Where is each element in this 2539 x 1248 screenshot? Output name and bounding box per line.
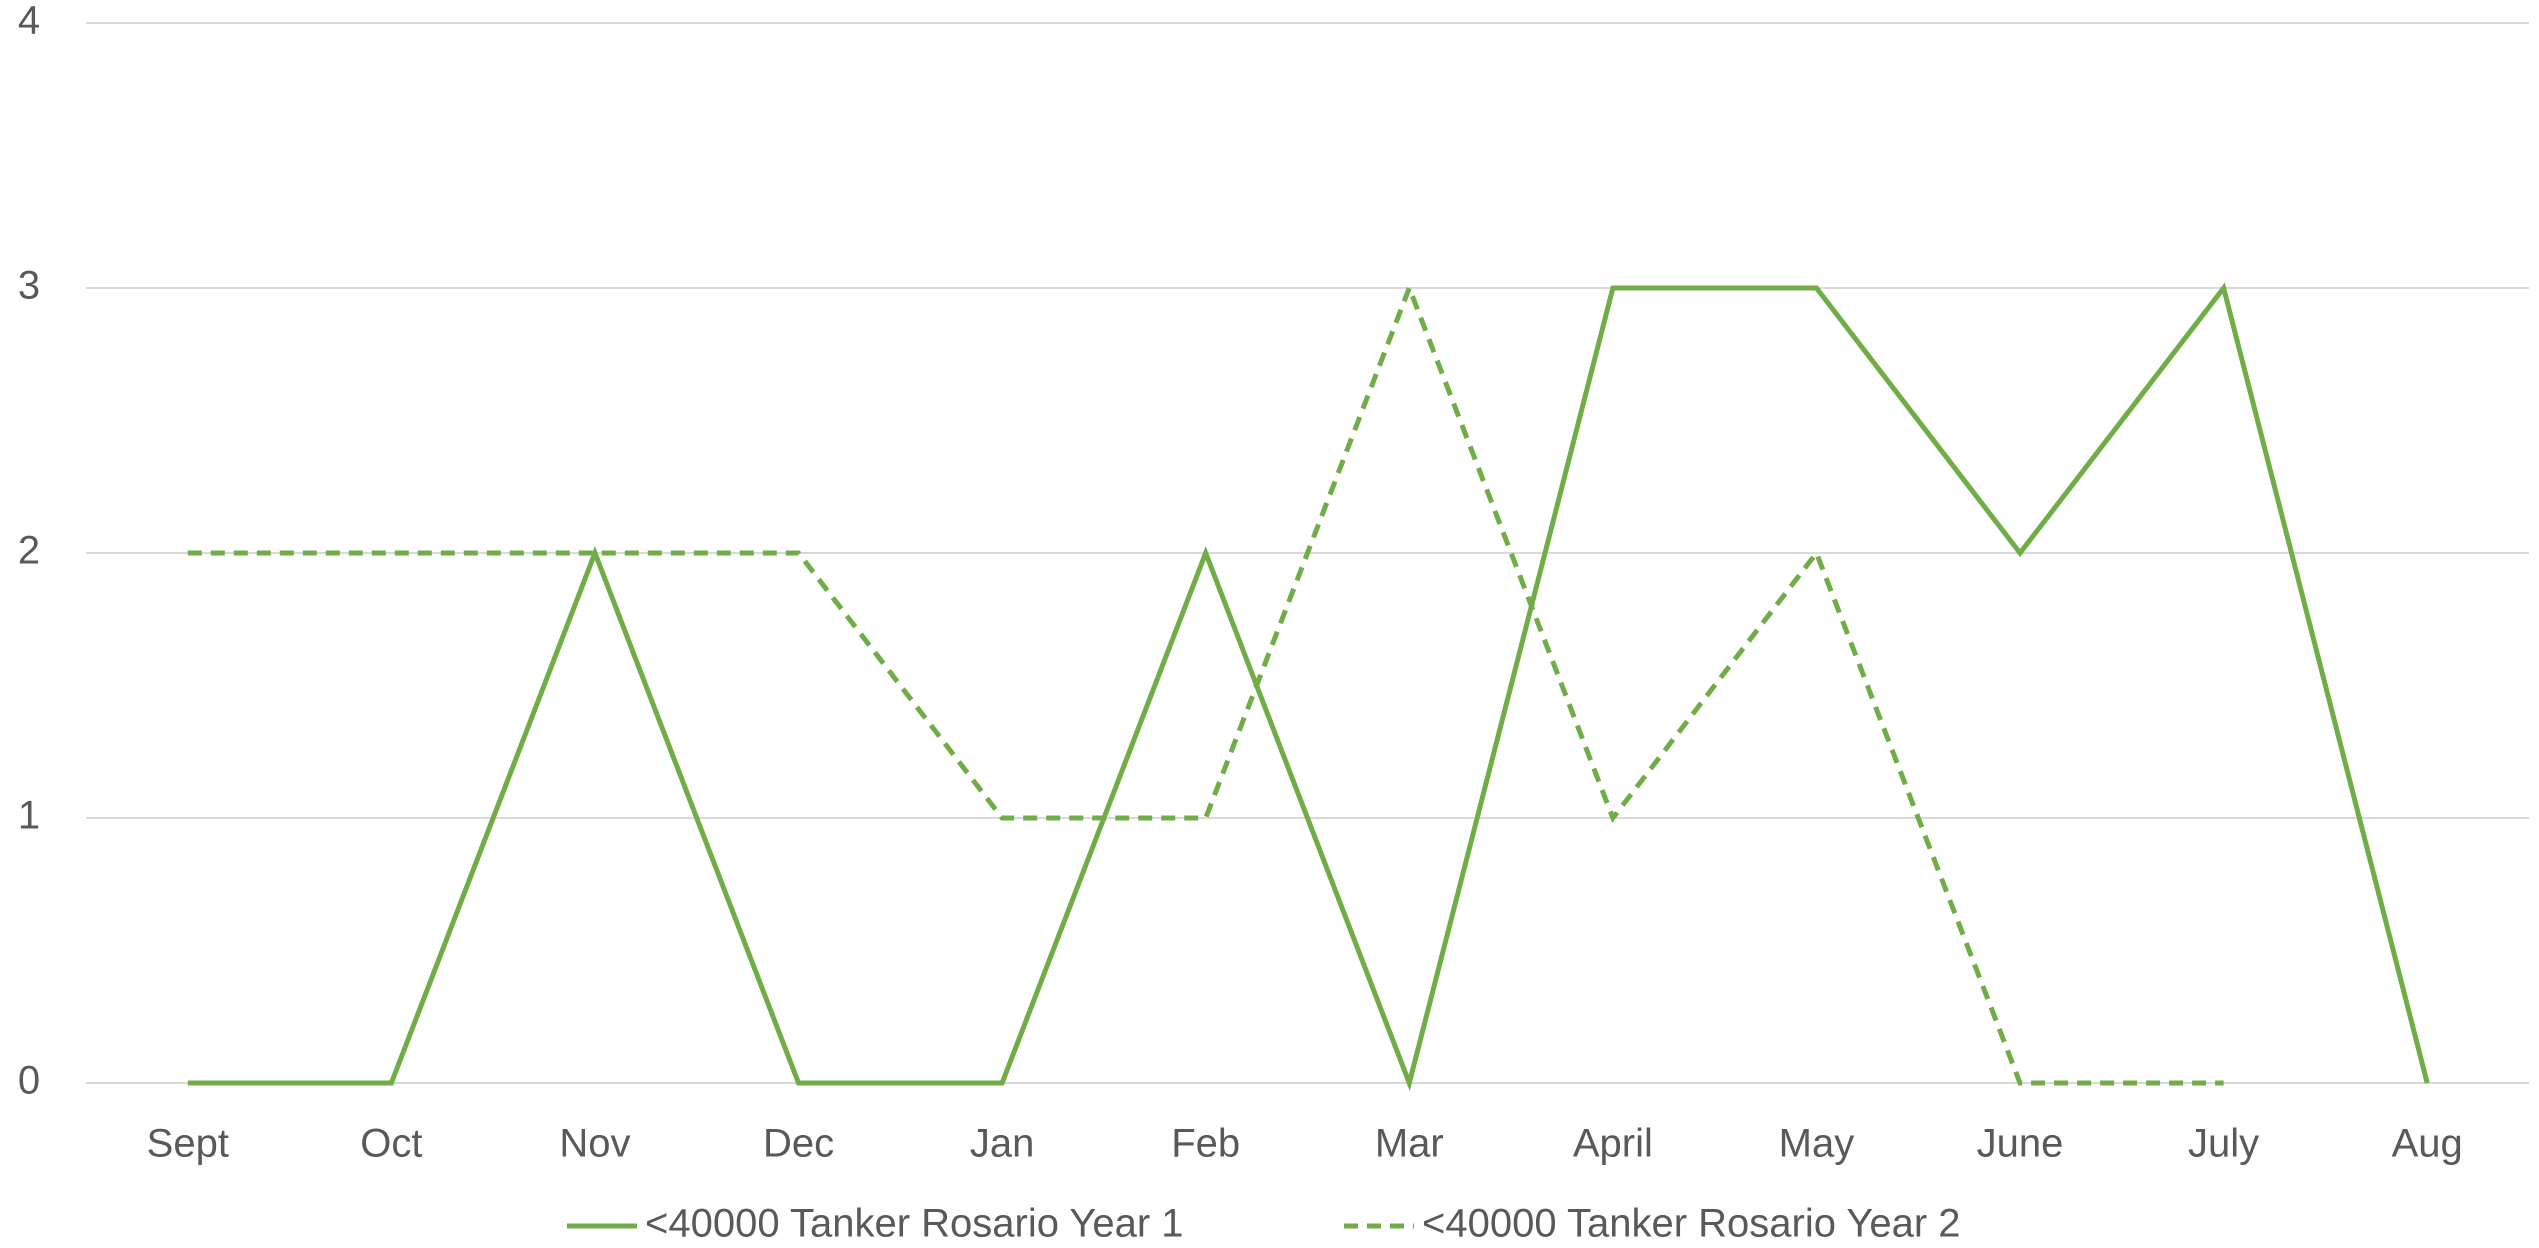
x-tick-label: Aug xyxy=(2392,1122,2463,1166)
series-line xyxy=(187,282,2430,1092)
y-tick-label: 0 xyxy=(18,1059,40,1103)
x-tick-label: Oct xyxy=(360,1122,422,1166)
x-tick-label: Mar xyxy=(1375,1122,1444,1166)
legend-label: <40000 Tanker Rosario Year 1 xyxy=(645,1202,1184,1246)
x-tick-label: Dec xyxy=(763,1122,834,1166)
x-tick-label: Feb xyxy=(1171,1122,1240,1166)
y-tick-label: 2 xyxy=(18,529,40,573)
series-line xyxy=(187,281,2224,1086)
y-tick-label: 3 xyxy=(18,264,40,308)
x-tick-label: Nov xyxy=(559,1122,630,1166)
y-tick-label: 1 xyxy=(18,794,40,838)
x-tick-label: May xyxy=(1779,1122,1855,1166)
legend-label: <40000 Tanker Rosario Year 2 xyxy=(1422,1202,1961,1246)
x-tick-label: Sept xyxy=(147,1122,229,1166)
x-tick-label: Jan xyxy=(970,1122,1035,1166)
y-tick-label: 4 xyxy=(18,0,40,43)
x-tick-label: June xyxy=(1977,1122,2064,1166)
x-tick-label: April xyxy=(1573,1122,1653,1166)
x-tick-label: July xyxy=(2188,1122,2259,1166)
